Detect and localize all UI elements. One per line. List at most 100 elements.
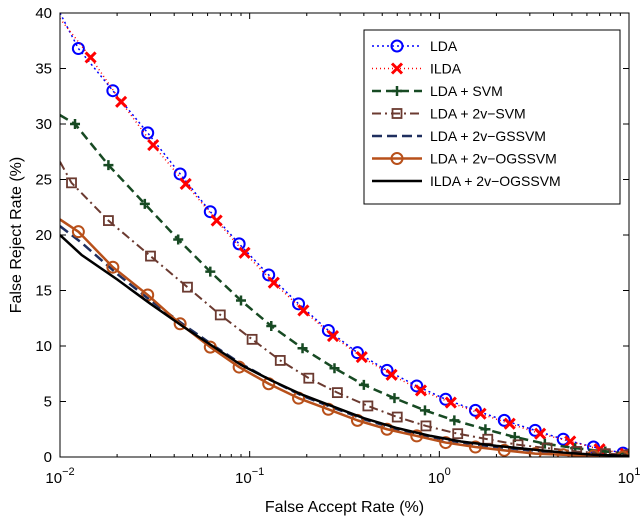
data-point — [297, 343, 308, 354]
data-point — [452, 428, 464, 440]
legend-label: LDA + 2v−OGSSVM — [430, 151, 557, 167]
x-tick-label: 10−1 — [235, 466, 264, 487]
y-tick-label: 35 — [35, 61, 52, 78]
legend-item: LDA + 2v−OGSSVM — [372, 151, 557, 167]
data-point — [173, 234, 184, 245]
data-point — [115, 95, 128, 108]
legend-marker — [391, 108, 403, 119]
data-point — [439, 392, 453, 406]
series-line — [60, 13, 624, 454]
series-line — [60, 234, 629, 457]
data-point — [419, 405, 430, 416]
legend-marker — [392, 86, 402, 96]
data-point — [205, 266, 216, 277]
x-tick-label: 100 — [428, 466, 451, 487]
data-point — [84, 51, 97, 64]
legend-label: LDA + 2v−GSSVM — [430, 128, 546, 144]
data-point — [410, 429, 424, 443]
data-point — [391, 411, 403, 423]
legend-label: LDA + 2v−SVM — [430, 106, 526, 122]
series-line — [60, 114, 629, 455]
data-point — [503, 417, 516, 430]
y-tick-label: 0 — [44, 449, 52, 466]
data-point — [246, 333, 258, 345]
data-point — [385, 368, 398, 381]
data-point — [292, 297, 306, 311]
y-tick-label: 20 — [35, 227, 52, 244]
data-point — [380, 422, 394, 436]
legend-marker — [390, 62, 404, 75]
y-tick-label: 30 — [35, 116, 52, 133]
y-tick-label: 5 — [44, 394, 52, 411]
series-6 — [60, 234, 629, 457]
data-point — [616, 450, 629, 457]
data-point — [528, 447, 542, 457]
data-point — [389, 393, 400, 404]
legend-box — [363, 29, 621, 205]
legend-item: ILDA — [372, 61, 462, 77]
legend-label: ILDA + 2v−OGSSVM — [430, 173, 561, 189]
data-point — [203, 205, 217, 219]
data-point — [414, 384, 428, 397]
x-tick-label: 101 — [618, 466, 641, 487]
y-axis-label: False Reject Rate (%) — [8, 157, 25, 314]
data-point — [145, 250, 156, 262]
data-point — [103, 215, 114, 226]
data-point — [106, 84, 120, 98]
data-point — [297, 304, 310, 317]
data-point — [66, 177, 77, 189]
data-point — [210, 214, 223, 227]
legend-item: ILDA + 2v−OGSSVM — [372, 173, 561, 189]
y-tick-label: 25 — [35, 172, 52, 189]
legend-label: LDA + SVM — [430, 83, 503, 99]
y-tick-label: 10 — [35, 338, 52, 355]
legend-item: LDA + 2v−GSSVM — [372, 128, 546, 144]
data-point — [380, 363, 394, 377]
data-point — [329, 363, 340, 374]
data-point — [147, 139, 160, 152]
data-point — [326, 329, 340, 343]
x-tick-label: 10−2 — [45, 466, 74, 487]
data-point — [420, 420, 432, 432]
data-point — [444, 396, 457, 409]
legend-marker — [390, 39, 404, 53]
data-point — [564, 435, 577, 448]
data-point — [528, 423, 542, 437]
data-point — [70, 119, 81, 129]
data-point — [182, 281, 193, 293]
data-point — [303, 372, 315, 384]
legend-item: LDA — [372, 38, 458, 54]
data-point — [449, 415, 460, 426]
data-point — [71, 225, 85, 239]
data-point — [266, 321, 277, 332]
data-point — [362, 400, 374, 412]
data-point — [179, 177, 192, 191]
data-point — [355, 351, 368, 364]
data-point — [534, 427, 547, 440]
data-point — [321, 323, 335, 337]
legend: LDA ILDA LDA + SVM LDA + 2v−SVM LDA + 2v−GSS… — [363, 29, 621, 205]
data-point — [331, 387, 343, 399]
data-point — [238, 246, 251, 259]
data-point — [139, 198, 150, 209]
y-tick-label: 40 — [35, 5, 52, 22]
data-point — [173, 167, 187, 181]
data-point — [497, 413, 511, 427]
data-point — [480, 424, 491, 435]
data-point — [358, 379, 369, 390]
data-point — [173, 317, 187, 331]
data-point — [350, 346, 364, 360]
data-point — [214, 309, 226, 321]
legend-marker — [390, 152, 404, 165]
legend-item: LDA + SVM — [372, 83, 503, 99]
series-layer — [60, 13, 629, 457]
y-tick-label: 15 — [35, 283, 52, 300]
data-point — [235, 295, 246, 306]
data-point — [103, 160, 114, 171]
data-point — [274, 355, 286, 366]
legend-item: LDA + 2v−SVM — [372, 106, 526, 122]
data-point — [71, 42, 85, 56]
x-axis-label: False Accept Rate (%) — [265, 499, 424, 516]
data-point — [599, 448, 611, 457]
